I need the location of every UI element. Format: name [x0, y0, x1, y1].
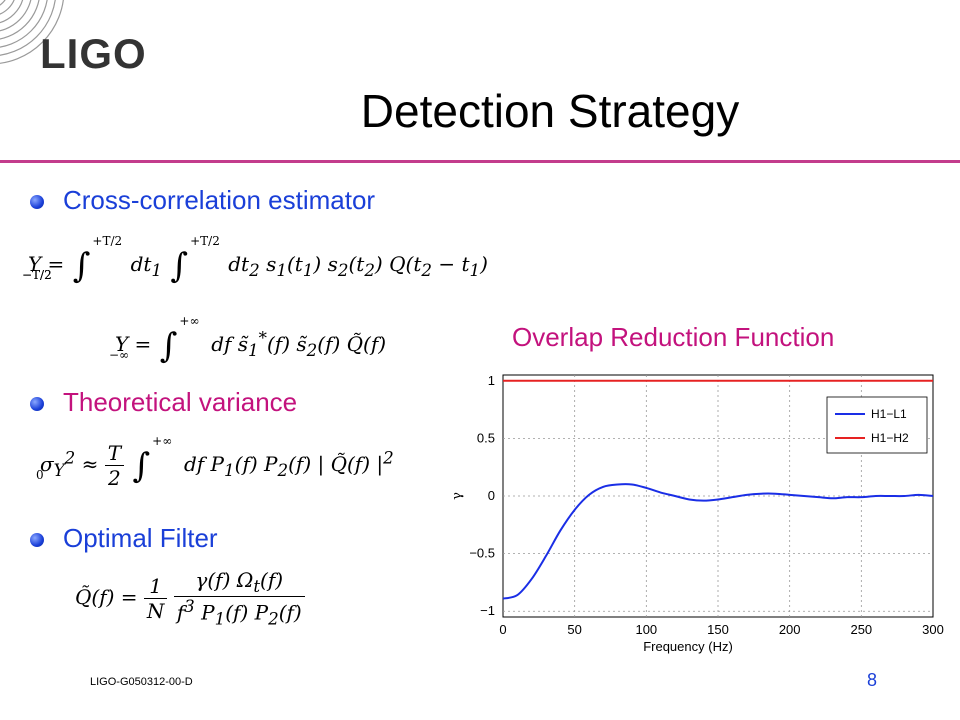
ligo-logo: LIGO	[40, 30, 147, 77]
document-id: LIGO-G050312-00-D	[90, 676, 193, 688]
x-axis-label: Frequency (Hz)	[643, 639, 733, 654]
x-tick-label: 0	[499, 622, 506, 637]
y-axis-label: γ	[450, 492, 465, 500]
bullet-theoretical-variance: Theoretical variance	[63, 387, 298, 417]
equation-y-time: Y = ∫ +T/2 −T/2 dt1 ∫ +T/2 −T/2 dt2 s1(t1) s…	[22, 234, 488, 286]
x-tick-label: 150	[707, 622, 729, 637]
title-divider	[0, 160, 960, 163]
x-tick-label: 250	[850, 622, 872, 637]
chart-title: Overlap Reduction Function	[512, 322, 835, 352]
bullet-dot	[30, 195, 44, 209]
y-tick-label: 0.5	[477, 430, 495, 445]
legend-box	[826, 396, 928, 454]
slide-title: Detection Strategy	[360, 85, 740, 137]
bullet-cross-correlation: Cross-correlation estimator	[63, 185, 376, 215]
bullet-dot	[30, 533, 44, 547]
bullet-dot	[30, 397, 44, 411]
x-tick-label: 200	[779, 622, 801, 637]
x-tick-label: 300	[922, 622, 944, 637]
x-tick-label: 50	[567, 622, 581, 637]
legend-label: H1−L1	[871, 407, 907, 421]
y-tick-label: −1	[480, 603, 495, 618]
y-tick-label: 1	[488, 373, 495, 388]
overlap-reduction-chart: 0 50 100 150 200 250 300 −1 −0.5 0 0.5 1 Frequency (…	[450, 373, 944, 654]
page-number: 8	[867, 670, 878, 690]
x-tick-label: 100	[635, 622, 657, 637]
series-line-h1-l1	[502, 483, 934, 600]
legend-label: H1−H2	[871, 431, 909, 445]
y-tick-label: 0	[488, 488, 495, 503]
equation-y-freq: Y = ∫ +∞ −∞ df s̃1*(f) s̃2(f) Q̃(f)	[109, 314, 387, 366]
y-tick-label: −0.5	[469, 546, 495, 561]
bullet-optimal-filter: Optimal Filter	[63, 523, 218, 553]
